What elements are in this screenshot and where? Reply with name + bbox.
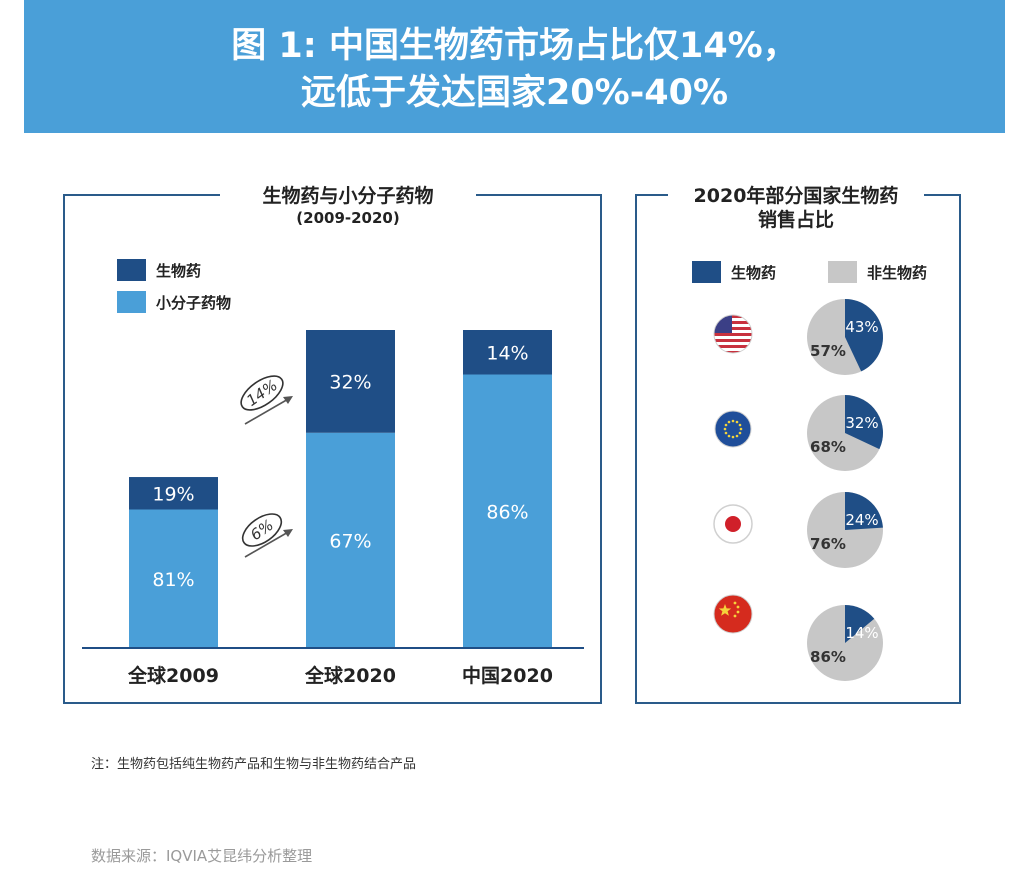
data-source: 数据来源：IQVIA艾昆纬分析整理 (91, 847, 313, 865)
pie-chart-title-block: 2020年部分国家生物药 销售占比 (668, 184, 924, 232)
bar-chart-title: 生物药与小分子药物 (262, 185, 434, 207)
bar-small-molecule-2 (463, 374, 552, 648)
legend-small-molecule-swatch (117, 291, 146, 313)
pie-biologics-slice-2 (845, 492, 883, 530)
bar-biologics-label-2: 14% (486, 342, 528, 364)
growth-annotation-6-oval (241, 513, 283, 547)
pie-non-biologics-label-3: 86% (810, 648, 846, 666)
pie-non-biologics-label-2: 76% (810, 535, 846, 553)
pie-biologics-slice-3 (845, 605, 875, 643)
bar-chart-subtitle: (2009-2020) (296, 209, 400, 227)
bar-biologics-2 (463, 330, 552, 375)
japan-flag-icon (713, 504, 753, 544)
banner-title-line2: 远低于发达国家20%-40% (300, 73, 729, 113)
legend-small-molecule: 小分子药物 (117, 291, 231, 313)
pie-legend-non-biologics: 非生物药 (828, 261, 927, 283)
growth-annotation-14-oval (240, 375, 284, 411)
growth-annotation-6-arrowhead (283, 529, 293, 537)
pie-biologics-label-3: 14% (845, 624, 878, 642)
legend-biologics-label: 生物药 (156, 261, 202, 280)
legend-biologics-swatch (117, 259, 146, 281)
pie-biologics-label-2: 24% (845, 511, 878, 529)
bar-small-molecule-label-2: 86% (486, 501, 528, 523)
bar-biologics-0 (129, 477, 218, 510)
pie-legend-biologics: 生物药 (692, 261, 776, 283)
title-banner: 图 1: 中国生物药市场占比仅14%， 远低于发达国家20%-40% (24, 0, 1005, 133)
pie-non-biologics-label-1: 68% (810, 438, 846, 456)
footnote: 注：生物药包括纯生物药产品和生物与非生物药结合产品 (91, 757, 417, 772)
pie-chart-title-line2: 销售占比 (757, 209, 834, 231)
bar-biologics-label-0: 19% (152, 483, 194, 505)
pie-biologics-slice-1 (845, 395, 883, 450)
pie-legend-non-biologics-label: 非生物药 (867, 263, 928, 282)
pie-legend-biologics-label: 生物药 (731, 263, 777, 282)
legend-small-molecule-label: 小分子药物 (156, 293, 232, 312)
bar-biologics-label-1: 32% (329, 371, 371, 393)
growth-annotation-14-arrow (244, 397, 291, 425)
category-label-1: 全球2020 (304, 664, 396, 687)
china-flag-icon (713, 594, 753, 634)
us-flag-icon (713, 314, 753, 354)
bar-biologics-1 (306, 330, 395, 433)
legend-biologics: 生物药 (117, 259, 201, 281)
bar-small-molecule-1 (306, 432, 395, 648)
pie-legend-non-biologics-swatch (828, 261, 857, 283)
banner-title-line1: 图 1: 中国生物药市场占比仅14%， (231, 26, 798, 66)
pie-biologics-slice-0 (845, 299, 883, 372)
bar-small-molecule-label-0: 81% (152, 569, 194, 591)
pie-non-biologics-label-0: 57% (810, 342, 846, 360)
bar-small-molecule-0 (129, 509, 218, 648)
pie-biologics-label-0: 43% (845, 318, 878, 336)
growth-annotation-14-arrowhead (283, 396, 293, 404)
growth-annotation-6-arrow (244, 530, 291, 558)
eu-flag-icon (714, 410, 752, 448)
pie-biologics-label-1: 32% (845, 414, 878, 432)
bar-chart-title-block: 生物药与小分子药物 (2009-2020) (220, 184, 476, 228)
bar-small-molecule-label-1: 67% (329, 530, 371, 552)
category-label-0: 全球2009 (127, 664, 219, 687)
category-label-2: 中国2020 (462, 664, 553, 687)
pie-chart-title-line1: 2020年部分国家生物药 (693, 185, 899, 207)
pie-legend-biologics-swatch (692, 261, 721, 283)
